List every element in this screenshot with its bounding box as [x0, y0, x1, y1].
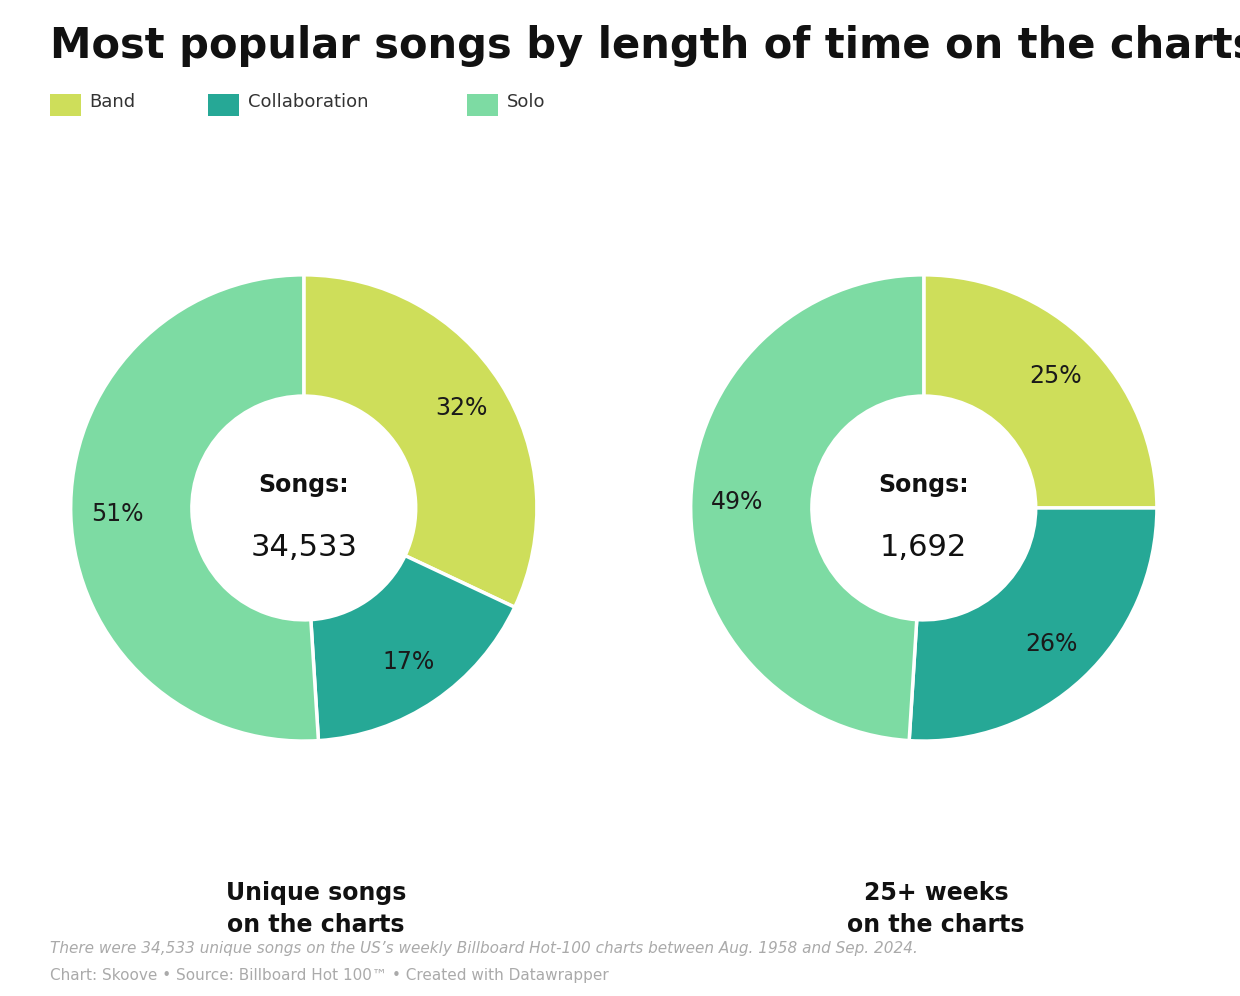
Text: 34,533: 34,533	[250, 533, 357, 562]
Text: Band: Band	[89, 94, 135, 112]
Text: 32%: 32%	[435, 396, 487, 420]
Wedge shape	[304, 275, 537, 608]
Text: Most popular songs by length of time on the charts: Most popular songs by length of time on …	[50, 25, 1240, 67]
Text: 49%: 49%	[712, 490, 764, 514]
Text: Chart: Skoove • Source: Billboard Hot 100™ • Created with Datawrapper: Chart: Skoove • Source: Billboard Hot 10…	[50, 968, 609, 983]
Text: 25+ weeks
on the charts: 25+ weeks on the charts	[847, 881, 1025, 937]
Wedge shape	[924, 275, 1157, 508]
Wedge shape	[71, 275, 319, 741]
Text: 51%: 51%	[92, 502, 144, 526]
Text: There were 34,533 unique songs on the US’s weekly Billboard Hot-100 charts betwe: There were 34,533 unique songs on the US…	[50, 941, 918, 956]
Text: Unique songs
on the charts: Unique songs on the charts	[226, 881, 407, 937]
Text: 17%: 17%	[382, 650, 435, 674]
Wedge shape	[311, 556, 515, 741]
Wedge shape	[691, 275, 924, 741]
Text: Songs:: Songs:	[878, 473, 970, 497]
Text: Songs:: Songs:	[258, 473, 350, 497]
Text: 26%: 26%	[1025, 631, 1078, 656]
Text: Collaboration: Collaboration	[248, 94, 368, 112]
Wedge shape	[909, 508, 1157, 741]
Text: 25%: 25%	[1029, 365, 1083, 388]
Text: Solo: Solo	[507, 94, 546, 112]
Text: 1,692: 1,692	[880, 533, 967, 562]
